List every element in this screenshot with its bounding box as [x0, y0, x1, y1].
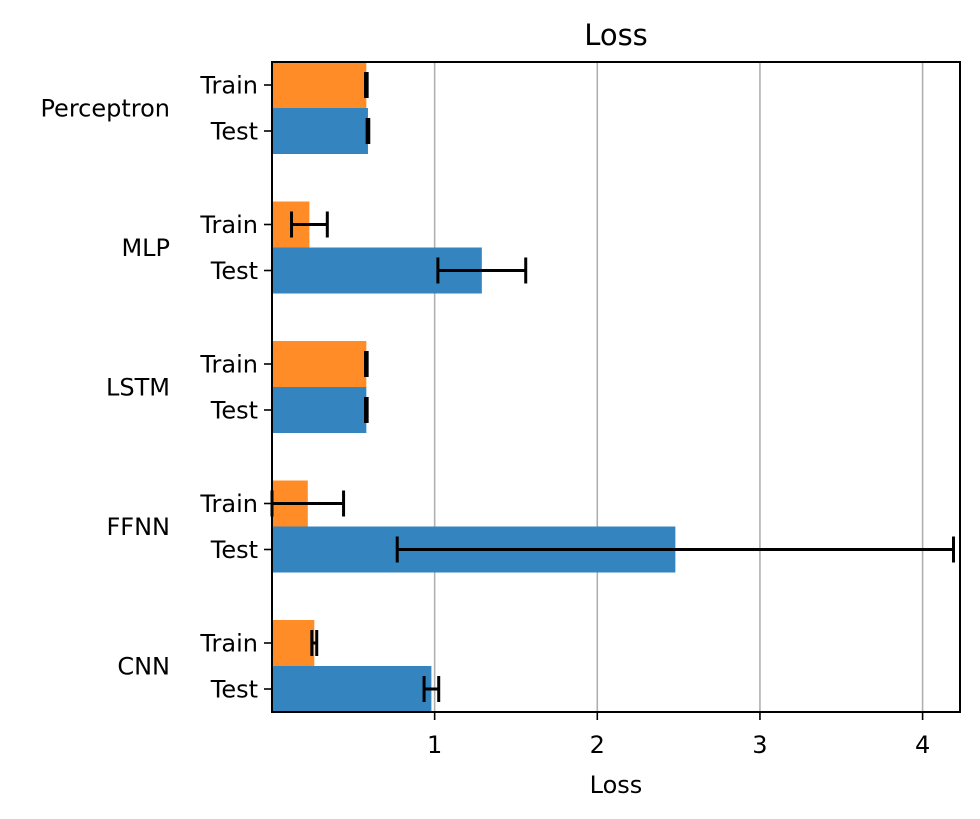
- x-tick-label-4: 4: [915, 731, 930, 759]
- x-ticks: 1 2 3 4: [427, 712, 930, 759]
- chart-title: Loss: [584, 18, 648, 52]
- y-tick-labels: Train Test Train Test Train Test Train Test Trai…: [199, 72, 272, 704]
- y-tick-label-lstm-test: Test: [210, 397, 258, 425]
- plot-frame: [271, 61, 961, 713]
- bar-lstm-train: [272, 341, 367, 387]
- x-tick-label-3: 3: [752, 731, 767, 759]
- category-label-lstm: LSTM: [106, 374, 170, 402]
- x-tick-label-2: 2: [590, 731, 605, 759]
- x-tick-label-1: 1: [427, 731, 442, 759]
- category-label-ffnn: FFNN: [106, 513, 170, 541]
- y-tick-label-cnn-train: Train: [199, 630, 258, 658]
- category-label-mlp: MLP: [121, 234, 170, 262]
- bar-cnn-train: [272, 620, 315, 666]
- y-tick-label-perceptron-train: Train: [199, 72, 258, 100]
- y-tick-label-mlp-train: Train: [199, 211, 258, 239]
- bar-perceptron-train: [272, 62, 367, 108]
- error-bars: [270, 72, 955, 702]
- x-axis-label: Loss: [590, 771, 643, 799]
- bar-lstm-test: [272, 387, 367, 433]
- y-tick-label-cnn-test: Test: [210, 676, 258, 704]
- y-tick-label-ffnn-test: Test: [210, 536, 258, 564]
- y-tick-label-lstm-train: Train: [199, 351, 258, 379]
- bars: [272, 62, 676, 712]
- grid-lines: [433, 62, 924, 712]
- category-label-perceptron: Perceptron: [40, 95, 170, 123]
- category-labels: Perceptron MLP LSTM FFNN CNN: [40, 95, 170, 681]
- y-tick-label-mlp-test: Test: [210, 257, 258, 285]
- y-tick-label-ffnn-train: Train: [199, 490, 258, 518]
- bar-perceptron-test: [272, 108, 368, 154]
- bar-cnn-test: [272, 666, 432, 712]
- y-tick-label-perceptron-test: Test: [210, 118, 258, 146]
- category-label-cnn: CNN: [117, 653, 170, 681]
